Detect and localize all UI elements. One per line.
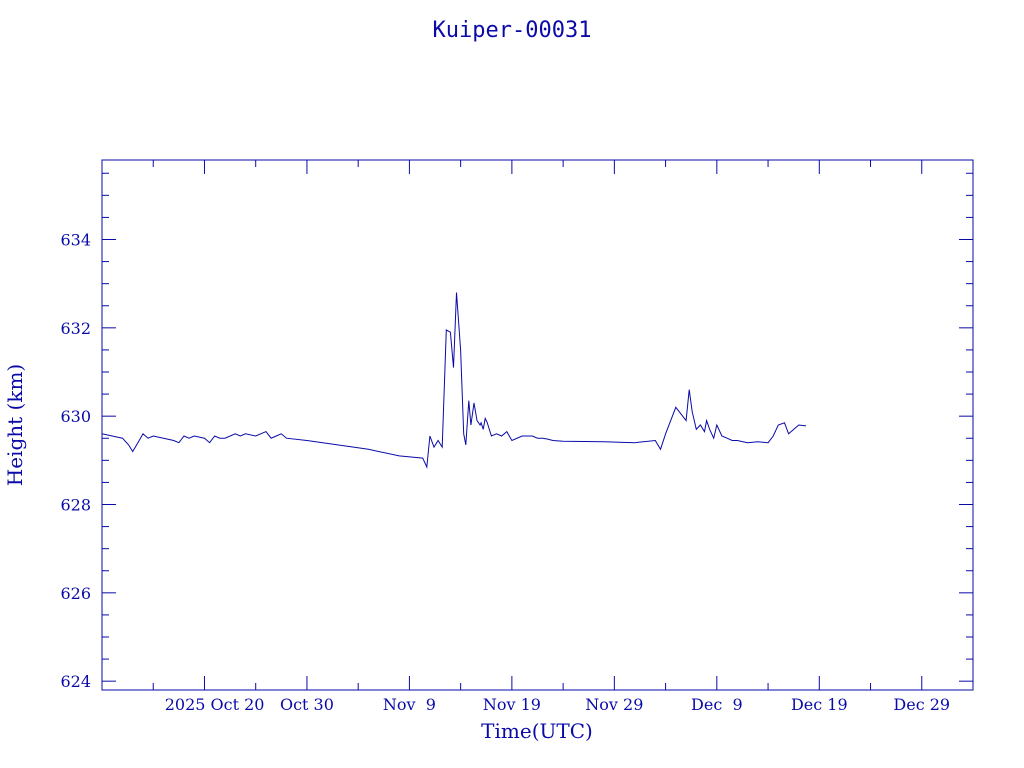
x-tick-label: Nov 19: [483, 695, 541, 714]
y-tick-label: 634: [60, 231, 91, 250]
y-tick-label: 626: [60, 584, 91, 603]
x-tick-label: Nov 9: [383, 695, 436, 714]
x-tick-labels: 2025 Oct 20 Oct 30 Nov 9 Nov 19 Nov 29 Dec 9 D…: [165, 695, 950, 714]
y-tick-label: 632: [60, 319, 91, 338]
y-tick-labels: 624 626 628 630 632 634: [60, 231, 91, 692]
y-axis-label: Height (km): [3, 364, 27, 486]
x-tick-label: 2025 Oct 20: [165, 695, 265, 714]
y-tick-label: 624: [60, 672, 91, 691]
height-series-line: [101, 292, 807, 469]
x-tick-label: Dec 29: [893, 695, 950, 714]
y-tick-label: 630: [60, 407, 91, 426]
x-tick-label: Dec 19: [791, 695, 848, 714]
plot-frame: [101, 159, 974, 691]
x-tick-label: Oct 30: [280, 695, 334, 714]
y-tick-label: 628: [60, 496, 91, 515]
axis-ticks: [101, 160, 974, 690]
x-tick-label: Nov 29: [585, 695, 643, 714]
chart-title: Kuiper-00031: [433, 18, 592, 43]
x-axis-label: Time(UTC): [481, 719, 593, 743]
x-tick-label: Dec 9: [691, 695, 743, 714]
